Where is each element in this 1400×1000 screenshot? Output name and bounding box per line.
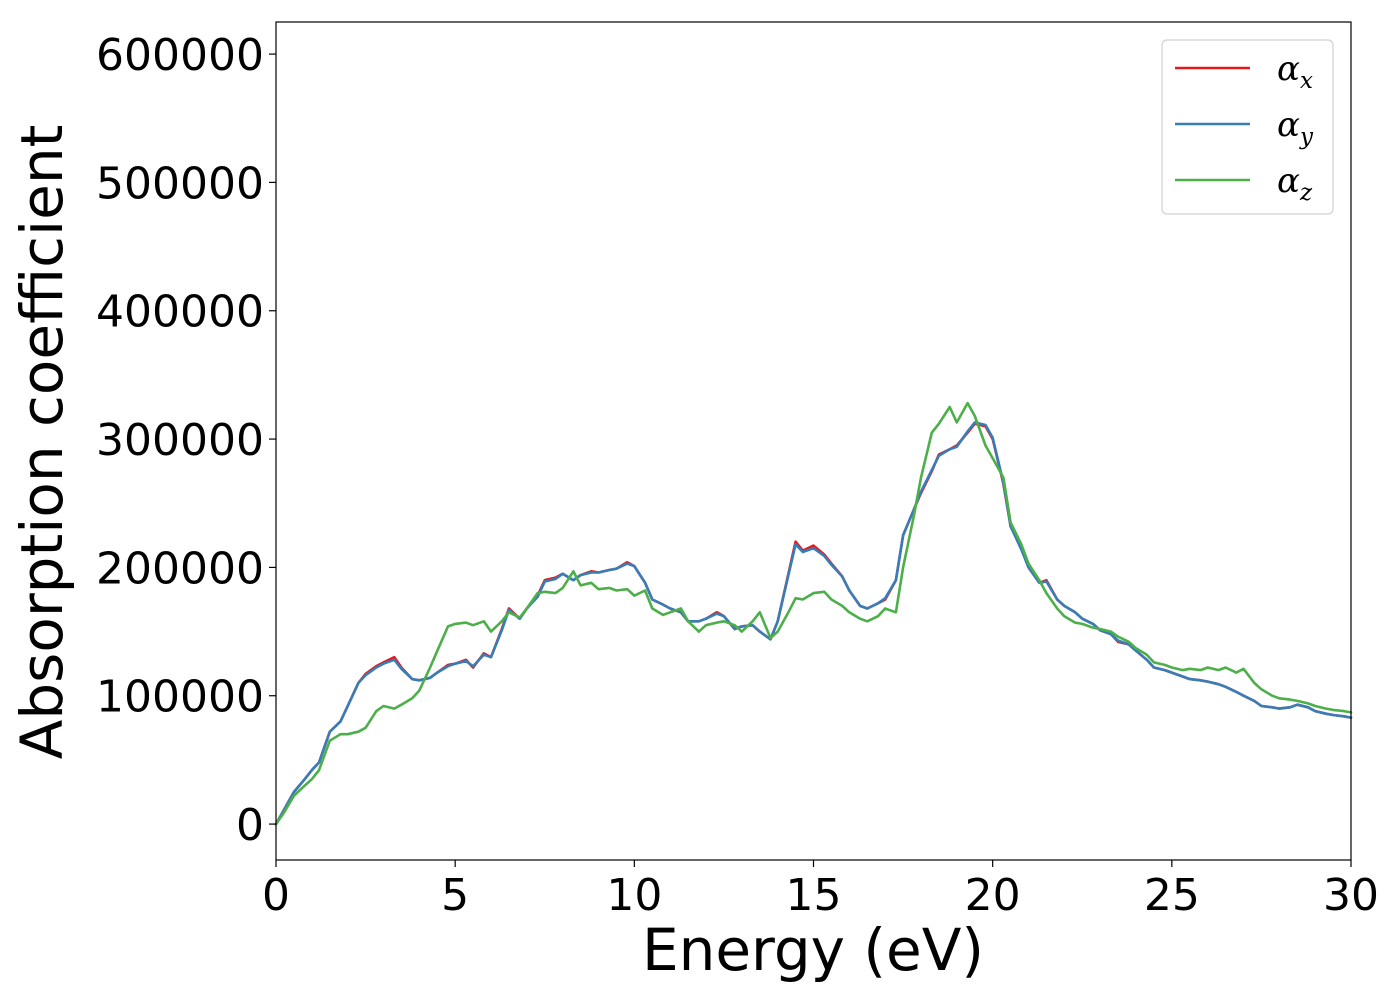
- x-axis-title: Energy (eV): [642, 916, 984, 984]
- x-tick-label: 20: [965, 870, 1021, 921]
- y-tick-label: 200000: [96, 543, 264, 594]
- legend-label-y: αy: [1277, 105, 1314, 150]
- x-axis: 0 5 10 15 20 25 30: [262, 860, 1379, 921]
- legend-label-z: αz: [1277, 161, 1313, 206]
- x-tick-label: 10: [606, 870, 662, 921]
- x-tick-label: 30: [1323, 870, 1379, 921]
- legend-symbol: α: [1277, 105, 1300, 145]
- y-tick-label: 0: [236, 800, 264, 851]
- legend-subscript: x: [1300, 68, 1313, 94]
- series-line-y: [274, 421, 1353, 826]
- y-tick-label: 500000: [96, 158, 264, 209]
- y-axis: 0 100000 200000 300000 400000 500000 600000: [96, 30, 276, 851]
- legend-subscript: z: [1299, 180, 1313, 206]
- legend-label-x: αx: [1277, 49, 1313, 94]
- x-tick-label: 15: [786, 870, 842, 921]
- legend-symbol: α: [1277, 161, 1300, 201]
- y-axis-title: Absorption coefficient: [8, 125, 76, 760]
- x-tick-label: 5: [441, 870, 469, 921]
- legend-symbol: α: [1277, 49, 1300, 89]
- y-tick-label: 300000: [96, 415, 264, 466]
- y-tick-label: 100000: [96, 672, 264, 723]
- x-tick-label: 0: [262, 870, 290, 921]
- series-line-z: [274, 401, 1353, 826]
- series-layer: [274, 401, 1353, 826]
- y-tick-label: 600000: [96, 30, 264, 81]
- legend-box: [1161, 39, 1334, 215]
- y-tick-label: 400000: [96, 287, 264, 338]
- legend-subscript: y: [1299, 124, 1314, 150]
- x-tick-label: 25: [1144, 870, 1200, 921]
